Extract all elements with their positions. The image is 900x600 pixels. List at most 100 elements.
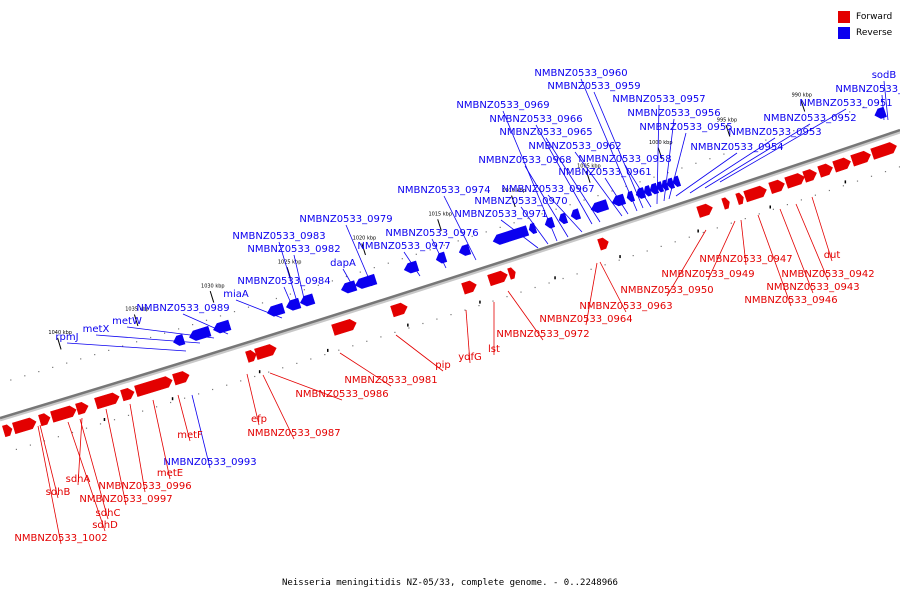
major-tick [437, 219, 442, 231]
backbone-line [0, 128, 900, 420]
forward-gene-23 [75, 401, 89, 415]
minor-tick [113, 419, 116, 421]
forward-gene-18 [245, 349, 257, 363]
reverse-gene-leader-nmbnz0533-0970 [520, 206, 549, 245]
reverse-gene-leader-nmbnz0533-0976 [431, 238, 447, 269]
forward-gene-26 [12, 417, 37, 435]
forward-gene-6 [768, 179, 785, 194]
minor-tick [485, 231, 487, 233]
reverse-gene-leader-nmbnz0533-0959 [593, 91, 644, 209]
forward-gene-10 [696, 203, 713, 218]
forward-gene-label-sdhd: sdhD [92, 520, 118, 531]
minor-tick [842, 185, 844, 187]
forward-gene-24 [50, 405, 77, 423]
minor-tick [164, 332, 166, 334]
reverse-gene-label-metx: metX [83, 324, 110, 335]
reverse-gene-17 [435, 251, 448, 264]
minor-tick [57, 436, 59, 438]
forward-gene-label-nmbnz0533-0950: NMBNZ0533_0950 [620, 285, 713, 296]
legend-forward-swatch [838, 11, 850, 23]
minor-tick [639, 181, 641, 183]
reverse-gene-label-nmbnz0533-0948: NMBNZ0533_0948 [835, 84, 900, 95]
minor-tick [821, 120, 823, 122]
forward-gene-label-nmbnz0533-0987: NMBNZ0533_0987 [247, 428, 340, 439]
minor-tick [541, 213, 543, 215]
minor-tick [38, 371, 40, 373]
forward-gene-leader-pip [395, 334, 444, 372]
minor-tick [233, 311, 236, 313]
reverse-gene-label-nmbnz0533-0955: NMBNZ0533_0955 [639, 122, 732, 133]
major-tick [585, 171, 591, 183]
minor-tick [737, 148, 739, 150]
minor-tick [192, 324, 194, 326]
forward-gene-label-sdhc: sdhC [96, 508, 121, 519]
minor-tick [394, 331, 396, 333]
minor-tick [24, 375, 26, 377]
reverse-gene-leader-nmbnz0533-0989 [182, 313, 229, 335]
forward-gene-label-mete: metE [157, 468, 183, 479]
forward-gene-label-nmbnz0533-0942: NMBNZ0533_0942 [781, 269, 874, 280]
major-tick [800, 99, 806, 112]
reverse-gene-19 [354, 273, 378, 289]
minor-tick [576, 273, 578, 275]
minor-tick [730, 222, 732, 224]
minor-tick [632, 255, 634, 257]
reverse-gene-23 [266, 302, 286, 317]
minor-tick [471, 235, 473, 237]
minor-tick [303, 289, 305, 291]
reverse-gene-leader-nmbnz0533-0969 [502, 110, 558, 242]
reverse-gene-leader-nmbnz0533-0960 [580, 78, 638, 212]
reverse-gene-leader-nmbnz0533-0951 [719, 108, 847, 183]
legend-forward: Forward [838, 9, 892, 25]
reverse-gene-label-nmbnz0533-0962: NMBNZ0533_0962 [528, 141, 621, 152]
forward-gene-22 [94, 392, 120, 410]
reverse-gene-leader-nmbnz0533-0955 [668, 132, 687, 200]
forward-gene-leader-nmbnz0533-0972 [507, 290, 544, 341]
minor-tick [387, 262, 389, 264]
reverse-gene-leader-nmbnz0533-0984 [283, 286, 294, 309]
minor-tick [814, 194, 816, 196]
minor-tick [569, 204, 571, 206]
forward-gene-label-efp: efp [251, 414, 267, 425]
reverse-gene-leader-nmbnz0533-0993 [191, 394, 211, 469]
reverse-gene-13 [544, 216, 556, 229]
minor-tick [898, 166, 900, 168]
forward-gene-leader-nmbnz0533-0964 [585, 262, 598, 326]
minor-tick [43, 440, 45, 442]
minor-tick [289, 293, 291, 295]
reverse-gene-label-rpmj: rpmJ [55, 332, 78, 343]
minor-tick [590, 268, 592, 270]
minor-tick [317, 284, 319, 286]
reverse-gene-26 [173, 334, 186, 346]
reverse-gene-6 [643, 185, 653, 197]
forward-gene-label-sdhb: sdhB [46, 487, 71, 498]
reverse-gene-label-nmbnz0533-0951: NMBNZ0533_0951 [799, 98, 892, 109]
minor-tick [604, 264, 606, 266]
minor-tick [478, 305, 480, 307]
tick-label: 1005 kbp [577, 163, 601, 169]
major-tick [511, 195, 516, 208]
tick-label: 990 kbp [792, 92, 812, 98]
track-marker [554, 276, 556, 280]
major-tick [657, 147, 663, 160]
minor-tick [373, 267, 375, 269]
minor-tick [401, 258, 403, 260]
forward-gene-leader-nmbnz0533-0943 [779, 208, 814, 294]
minor-tick [709, 158, 711, 160]
reverse-gene-label-nmbnz0533-0982: NMBNZ0533_0982 [247, 244, 340, 255]
reverse-gene-16 [458, 244, 472, 256]
reverse-gene-label-sodb: sodB [872, 70, 897, 81]
forward-gene-label-lst: lst [488, 344, 500, 355]
forward-gene-leader-ydfg [465, 309, 471, 364]
minor-tick [254, 375, 256, 378]
minor-tick [380, 336, 382, 338]
minor-tick [506, 296, 508, 298]
reverse-gene-leader-nmbnz0533-0952 [704, 123, 811, 189]
forward-gene-25 [38, 413, 51, 427]
reverse-gene-leader-rpmj [66, 342, 187, 352]
major-tick [133, 314, 139, 327]
reverse-gene-label-nmbnz0533-0958: NMBNZ0533_0958 [578, 154, 671, 165]
track-marker [258, 370, 261, 374]
forward-gene-label-nmbnz0533-0996: NMBNZ0533_0996 [98, 481, 191, 492]
